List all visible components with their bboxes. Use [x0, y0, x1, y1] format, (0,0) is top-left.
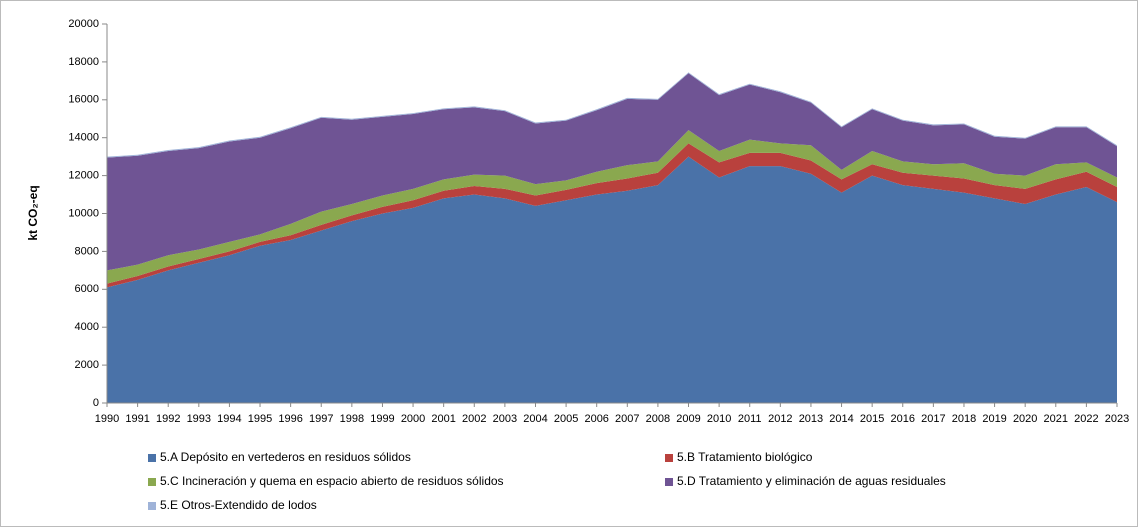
- area: [107, 143, 1117, 288]
- x-tick-label: 2007: [615, 413, 639, 425]
- x-tick-label: 2013: [799, 413, 823, 425]
- y-axis-label: kt CO₂-eq: [26, 185, 40, 240]
- x-tick-label: 2019: [982, 413, 1006, 425]
- x-tick-label: 2010: [707, 413, 731, 425]
- y-tick-label: 4000: [75, 321, 99, 333]
- x-tick-label: 2022: [1074, 413, 1098, 425]
- legend-label: 5.B Tratamiento biológico: [677, 450, 813, 464]
- y-tick-label: 14000: [68, 132, 99, 144]
- y-tick-label: 8000: [75, 245, 99, 257]
- x-tick-label: 1995: [248, 413, 272, 425]
- x-tick-label: 2023: [1105, 413, 1129, 425]
- x-tick-label: 1992: [156, 413, 180, 425]
- y-tick-label: 16000: [68, 94, 99, 106]
- x-tick-label: 1994: [217, 413, 241, 425]
- y-tick-label: 10000: [68, 207, 99, 219]
- x-tick-label: 2021: [1044, 413, 1068, 425]
- x-tick-label: 2014: [829, 413, 853, 425]
- x-tick-label: 2009: [676, 413, 700, 425]
- x-tick-label: 2006: [584, 413, 608, 425]
- legend-label: 5.C Incineración y quema en espacio abie…: [160, 474, 504, 488]
- x-tick-label: 2015: [860, 413, 884, 425]
- x-tick-label: 2002: [462, 413, 486, 425]
- x-tick-label: 2003: [493, 413, 517, 425]
- legend-label: 5.D Tratamiento y eliminación de aguas r…: [677, 474, 946, 488]
- x-tick-label: 1996: [278, 413, 302, 425]
- legend-swatch: [148, 502, 156, 510]
- x-tick-label: 1993: [187, 413, 211, 425]
- y-tick-label: 0: [93, 397, 99, 409]
- x-tick-label: 1999: [370, 413, 394, 425]
- x-tick-label: 2012: [768, 413, 792, 425]
- x-tick-label: 1997: [309, 413, 333, 425]
- x-tick-label: 2005: [554, 413, 578, 425]
- x-tick-label: 1990: [95, 413, 119, 425]
- y-tick-label: 2000: [75, 359, 99, 371]
- y-tick-label: 6000: [75, 283, 99, 295]
- legend-swatch: [148, 454, 156, 462]
- x-tick-label: 2017: [921, 413, 945, 425]
- area: [107, 156, 1117, 403]
- legend-swatch: [665, 478, 673, 486]
- x-tick-label: 2018: [952, 413, 976, 425]
- y-tick-label: 18000: [68, 56, 99, 68]
- x-tick-label: 2001: [431, 413, 455, 425]
- x-tick-label: 2016: [891, 413, 915, 425]
- legend-swatch: [665, 454, 673, 462]
- y-tick-label: 20000: [68, 18, 99, 30]
- x-tick-label: 2000: [401, 413, 425, 425]
- y-tick-label: 12000: [68, 170, 99, 182]
- legend-label: 5.E Otros-Extendido de lodos: [160, 498, 317, 512]
- legend-swatch: [148, 478, 156, 486]
- legend-label: 5.A Depósito en vertederos en residuos s…: [160, 450, 411, 464]
- x-tick-label: 2020: [1013, 413, 1037, 425]
- x-tick-label: 1998: [340, 413, 364, 425]
- x-tick-label: 2008: [646, 413, 670, 425]
- x-tick-label: 2011: [738, 413, 762, 425]
- x-tick-label: 1991: [125, 413, 149, 425]
- area: [107, 73, 1117, 271]
- x-tick-label: 2004: [523, 413, 547, 425]
